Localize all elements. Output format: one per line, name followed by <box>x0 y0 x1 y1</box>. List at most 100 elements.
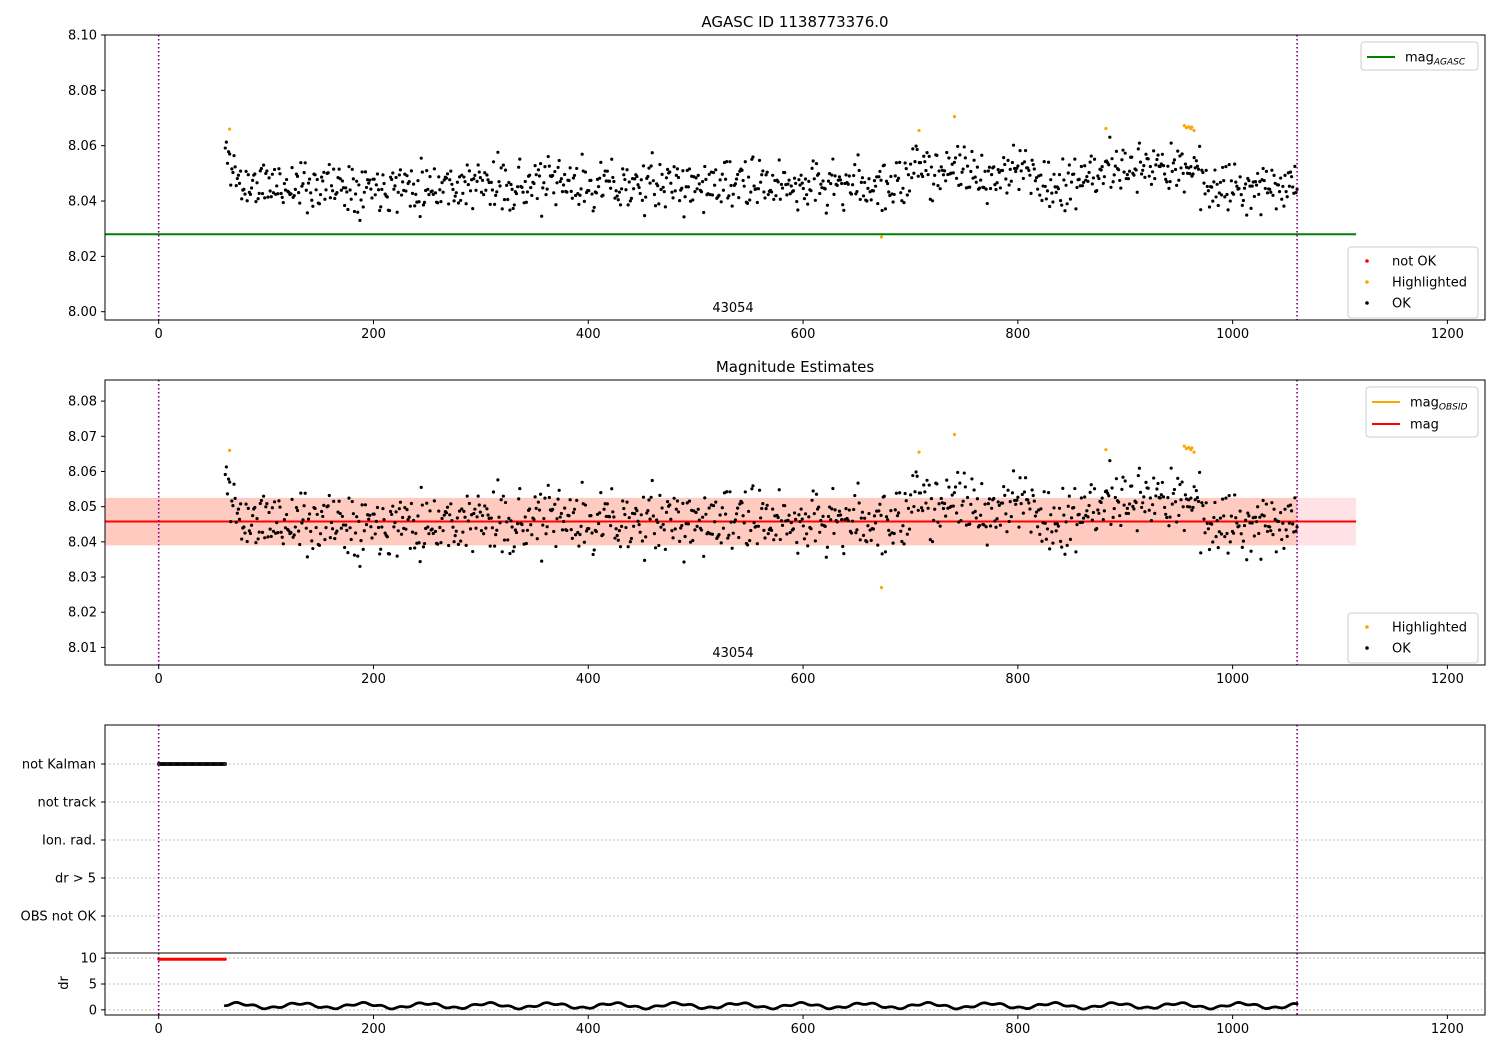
panel1-point-ok <box>653 204 658 208</box>
panel2-point-ok <box>751 484 755 488</box>
panel1-point-ok <box>1216 203 1220 208</box>
panel2-point-ok <box>609 524 613 528</box>
panel1-point-ok <box>902 200 906 205</box>
panel1-point-ok <box>656 184 660 188</box>
panel2-point-ok <box>1207 547 1212 552</box>
panel2-point-ok <box>490 526 495 530</box>
panel2-point-ok <box>583 503 588 507</box>
panel1-point-ok <box>748 198 752 202</box>
panel1-point-ok <box>558 179 562 184</box>
panel1-point-ok <box>422 200 427 204</box>
panel1-point-ok <box>355 179 359 183</box>
panel2-point-ok <box>863 516 867 520</box>
panel1-point-ok <box>380 187 384 191</box>
panel2-point-ok <box>509 519 513 523</box>
panel2-point-ok <box>956 470 960 475</box>
panel1-point-ok <box>284 177 289 182</box>
panel2-point-ok <box>518 486 522 491</box>
panel1-point-ok <box>657 202 661 206</box>
panel1-xtick-label: 600 <box>791 327 816 342</box>
panel1-point-ok <box>959 182 963 186</box>
panel2-point-ok <box>379 547 383 551</box>
panel2-point-ok <box>374 519 378 523</box>
panel1-point-ok <box>393 184 397 188</box>
panel2-point-ok <box>277 499 281 503</box>
panel1-point-ok <box>1126 177 1131 181</box>
panel2-point-ok <box>554 544 558 549</box>
panel2-point-ok <box>1229 514 1233 518</box>
panel1-point-ok <box>1112 173 1116 177</box>
panel2-point-ok <box>257 530 261 534</box>
panel1-point-ok <box>555 181 559 185</box>
panel2-point-ok <box>474 526 478 530</box>
panel1-point-ok <box>746 175 751 179</box>
panel1-point-ok <box>979 178 983 182</box>
panel2-point-ok <box>1165 515 1169 520</box>
panel1-point-ok <box>646 174 650 179</box>
panel1-point-ok <box>905 193 909 197</box>
panel1-ytick-label: 8.02 <box>68 250 97 265</box>
panel1-point-ok <box>1063 209 1067 213</box>
panel1-point-ok <box>530 193 534 198</box>
panel1-point-ok <box>960 170 964 174</box>
panel2-point-ok <box>452 540 456 544</box>
panel1-point-ok <box>974 180 978 184</box>
panel2-point-ok <box>1270 501 1274 505</box>
panel1-point-ok <box>819 182 823 186</box>
panel1-point-ok <box>1238 175 1242 179</box>
panel2-point-ok <box>1161 495 1166 499</box>
panel1-point-ok <box>635 174 639 179</box>
panel1-point-ok <box>307 177 312 181</box>
panel1-point-ok <box>335 190 339 195</box>
panel1-point-ok <box>1077 177 1081 181</box>
panel2-point-ok <box>1127 502 1132 506</box>
panel2-point-ok <box>819 518 823 523</box>
panel1-point-ok <box>1072 172 1076 176</box>
panel2-point-ok <box>1200 501 1204 505</box>
panel1-point-ok <box>1274 207 1278 211</box>
panel2-xtick-label: 400 <box>576 672 601 687</box>
panel2-point-ok <box>1086 515 1090 519</box>
panel1-point-ok <box>574 193 578 198</box>
panel1-point-ok <box>1159 162 1163 166</box>
panel1-point-ok <box>1088 160 1092 164</box>
panel2-point-ok <box>378 552 382 556</box>
panel1-point-ok <box>1173 167 1178 172</box>
panel1-point-ok <box>618 203 623 207</box>
panel2-point-ok <box>827 505 832 509</box>
panel1-point-ok <box>594 191 599 195</box>
panel1-point-ok <box>485 173 489 177</box>
panel2-point-ok <box>810 498 814 502</box>
panel1-point-ok <box>1189 165 1193 169</box>
panel1-point-ok <box>906 173 911 177</box>
panel1-point-ok <box>473 173 477 177</box>
panel2-point-ok <box>953 485 958 489</box>
panel2-point-ok <box>1063 552 1067 556</box>
panel2-point-ok <box>935 482 939 486</box>
panel2-point-ok <box>952 491 956 495</box>
panel2-point-ok <box>812 511 816 516</box>
panel2-point-ok <box>1095 527 1099 531</box>
panel1-point-ok <box>488 202 492 206</box>
panel1-point-ok <box>456 201 461 205</box>
panel1-point-ok <box>929 165 934 169</box>
panel2-point-ok <box>560 528 565 532</box>
panel1-point-ok <box>1279 176 1283 180</box>
panel1-point-ok <box>733 182 738 186</box>
panel2-point-ok <box>326 504 330 508</box>
panel2-point-ok <box>941 506 946 511</box>
panel2-point-ok <box>420 503 424 507</box>
panel2-point-ok <box>355 515 359 519</box>
panel2-point-ok <box>486 513 490 517</box>
panel2-point-ok <box>1173 500 1178 504</box>
panel1-point-ok <box>337 167 341 171</box>
panel1-point-ok <box>861 194 866 198</box>
panel2-point-ok <box>1101 518 1105 522</box>
panel1-point-ok <box>568 166 572 170</box>
panel2-point-ok <box>224 465 228 469</box>
panel2-point-ok <box>1069 516 1074 520</box>
panel2-point-ok <box>787 513 791 517</box>
panel2-point-ok <box>1114 477 1119 481</box>
panel1-point-ok <box>234 183 238 188</box>
panel2-point-ok <box>1119 523 1123 528</box>
